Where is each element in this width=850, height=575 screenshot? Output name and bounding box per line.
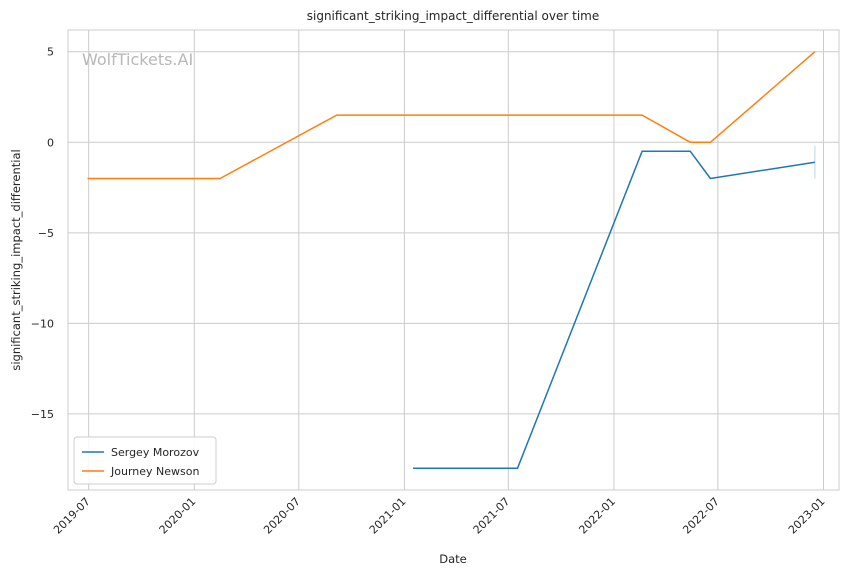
series-lines <box>87 51 816 470</box>
watermark: WolfTickets.AI <box>82 50 193 69</box>
legend-frame <box>73 436 217 485</box>
x-tick-label-2023-01: 2023-01 <box>786 495 828 537</box>
series-line-sergey-morozov <box>413 150 816 470</box>
legend-label-journey-newson: Journey Newson <box>110 465 199 478</box>
x-tick-label-2020-01: 2020-01 <box>157 495 199 537</box>
y-tick-label-15: −15 <box>31 408 54 421</box>
x-tick-label-2022-07: 2022-07 <box>680 495 722 537</box>
x-tick-label-2020-07: 2020-07 <box>261 495 303 537</box>
x-axis-title: Date <box>439 552 467 566</box>
x-tick-label-2022-01: 2022-01 <box>576 495 618 537</box>
series-line-journey-newson <box>87 51 816 180</box>
plot-area <box>67 29 840 491</box>
y-tick-label-0: 0 <box>47 136 54 149</box>
legend: Sergey Morozov Journey Newson <box>73 436 217 485</box>
y-tick-labels: 5 0 −5 −10 −15 <box>31 46 54 421</box>
x-tick-label-2019-07: 2019-07 <box>51 495 93 537</box>
y-tick-label-5: −5 <box>38 227 54 240</box>
x-tick-label-2021-01: 2021-01 <box>367 495 409 537</box>
chart-title: significant_striking_impact_differential… <box>307 9 599 23</box>
x-tick-label-2021-07: 2021-07 <box>471 495 513 537</box>
y-axis-title: significant_striking_impact_differential <box>9 149 23 370</box>
y-tick-label-10: −10 <box>31 317 54 330</box>
x-tick-labels: 2019-07 2020-01 2020-07 2021-01 2021-07 2022-… <box>51 495 828 537</box>
legend-label-sergey-morozov: Sergey Morozov <box>111 446 200 459</box>
y-tick-label-5: 5 <box>47 46 54 59</box>
